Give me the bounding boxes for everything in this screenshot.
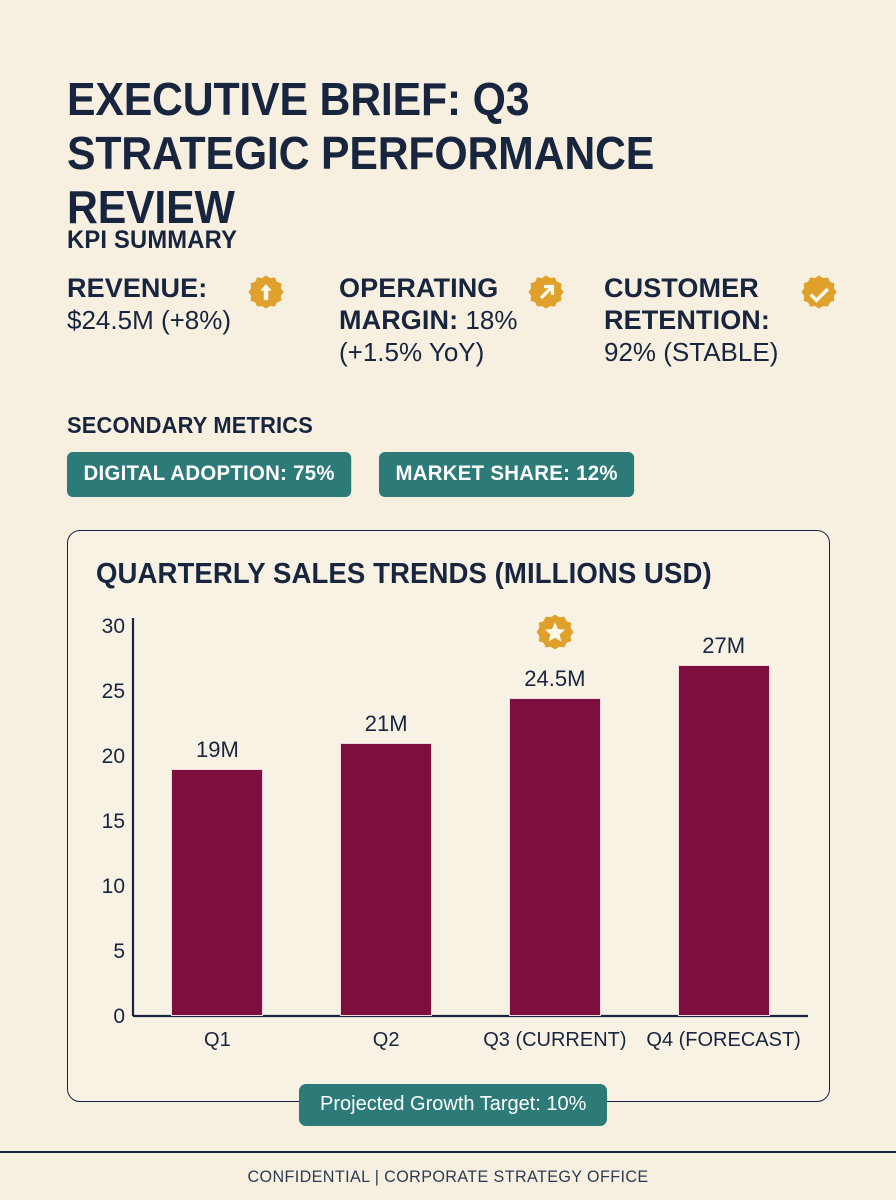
- y-axis-tick-label: 15: [101, 810, 125, 833]
- arrow-up-right-badge-icon: [527, 274, 565, 312]
- check-badge-icon: [800, 274, 838, 312]
- kpi-summary-heading: KPI SUMMARY: [67, 226, 238, 254]
- footer-text: CONFIDENTIAL | CORPORATE STRATEGY OFFICE: [247, 1167, 649, 1186]
- x-axis-tick-label: Q4 (FORECAST): [646, 1029, 801, 1051]
- chart-bar[interactable]: [508, 697, 601, 1016]
- y-axis-tick-label: 10: [101, 875, 125, 898]
- kpi-revenue-text: REVENUE: $24.5M (+8%): [67, 272, 282, 336]
- chart-bar-value-label: 27M: [702, 633, 746, 658]
- kpi-customer-retention-value: 92% (STABLE): [604, 337, 779, 367]
- secondary-metric-market-share[interactable]: MARKET SHARE: 12%: [379, 452, 635, 497]
- secondary-metrics-row: DIGITAL ADOPTION: 75% MARKET SHARE: 12%: [67, 452, 642, 497]
- kpi-customer-retention-label: CUSTOMER RETENTION:: [604, 273, 770, 335]
- chart-bar[interactable]: [340, 743, 433, 1016]
- kpi-card-operating-margin: OPERATING MARGIN: 18% (+1.5% YoY): [339, 272, 604, 368]
- arrow-up-badge-icon: [247, 274, 285, 312]
- chart-bar[interactable]: [171, 769, 264, 1016]
- kpi-operating-margin-label: OPERATING MARGIN:: [339, 273, 499, 335]
- chart-axes: [131, 618, 808, 1018]
- page-title: EXECUTIVE BRIEF: Q3 STRATEGIC PERFORMANC…: [67, 73, 655, 233]
- kpi-card-customer-retention: CUSTOMER RETENTION: 92% (STABLE): [604, 272, 854, 368]
- secondary-metric-digital-adoption[interactable]: DIGITAL ADOPTION: 75%: [67, 452, 352, 497]
- bar-chart-plot: 0 5 10 15 20 25 30 19M Q1 21M Q2 24.5M Q3 (CURRENT) 2…: [68, 531, 831, 1103]
- star-badge-icon: [535, 613, 575, 653]
- kpi-summary-row: REVENUE: $24.5M (+8%) OPERATING MARGIN: …: [67, 272, 857, 368]
- chart-bar-value-label: 24.5M: [524, 665, 586, 691]
- kpi-revenue-value: $24.5M (+8%): [67, 305, 232, 335]
- y-axis-tick-label: 25: [101, 680, 125, 703]
- chart-bar-value-label: 19M: [195, 737, 239, 762]
- secondary-metrics-heading: SECONDARY METRICS: [67, 412, 314, 438]
- chart-bar[interactable]: [677, 665, 770, 1016]
- y-axis-tick-label: 20: [101, 745, 125, 768]
- x-axis-tick-label: Q3 (CURRENT): [483, 1029, 627, 1051]
- y-axis-tick-label: 5: [113, 940, 125, 963]
- x-axis-tick-label: Q2: [372, 1029, 400, 1051]
- kpi-operating-margin-text: OPERATING MARGIN: 18% (+1.5% YoY): [339, 272, 554, 368]
- y-axis-tick-label: 0: [113, 1005, 125, 1028]
- projected-growth-target-pill[interactable]: Projected Growth Target: 10%: [299, 1084, 608, 1126]
- chart-title: QUARTERLY SALES TRENDS (MILLIONS USD): [96, 558, 712, 590]
- kpi-operating-margin-value: 18% (+1.5% YoY): [339, 305, 518, 367]
- x-axis-tick-label: Q1: [204, 1029, 231, 1051]
- chart-bar-value-label: 21M: [364, 711, 408, 736]
- kpi-customer-retention-text: CUSTOMER RETENTION: 92% (STABLE): [604, 272, 819, 368]
- quarterly-sales-chart-card: QUARTERLY SALES TRENDS (MILLIONS USD) 0 5…: [67, 530, 830, 1102]
- footer-divider: [0, 1151, 896, 1153]
- y-axis-tick-label: 30: [101, 615, 125, 638]
- kpi-revenue-label: REVENUE:: [67, 273, 208, 303]
- kpi-card-revenue: REVENUE: $24.5M (+8%): [67, 272, 339, 336]
